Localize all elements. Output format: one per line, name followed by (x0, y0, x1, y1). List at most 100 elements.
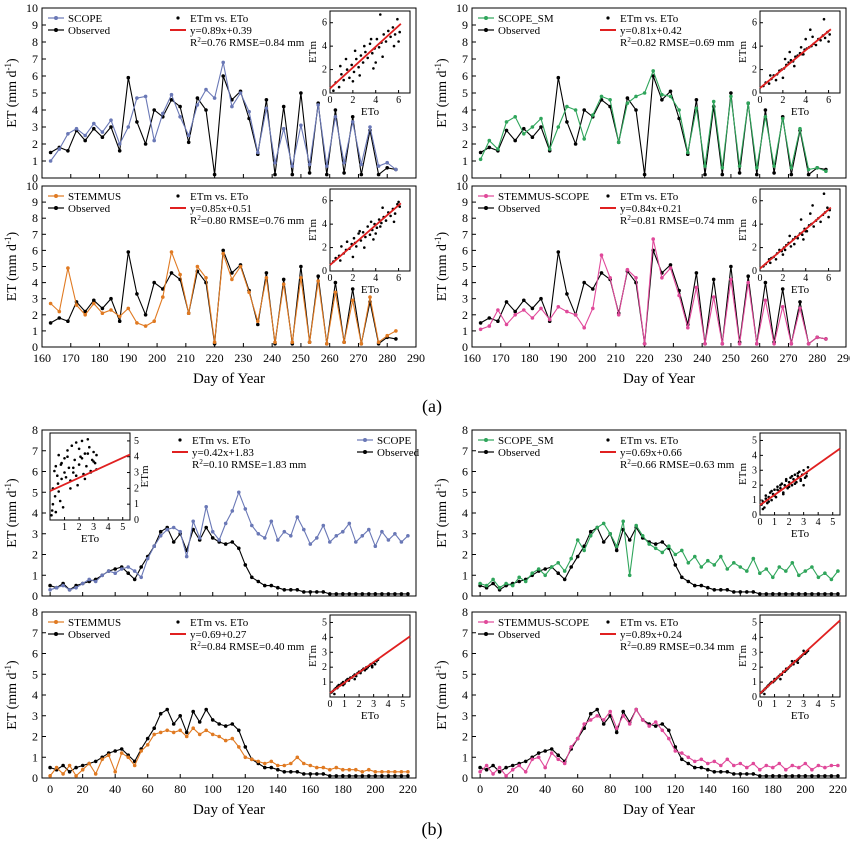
series-point (145, 556, 150, 561)
series-point (565, 292, 569, 296)
legend-marker (484, 632, 488, 636)
fit-statistics: R2=0.80 RMSE=0.76 mm (190, 214, 305, 227)
inset-y-tick-label: 2 (322, 65, 327, 76)
series-point (634, 523, 638, 528)
series-point (204, 108, 208, 112)
series-point (113, 749, 117, 753)
y-tick-label: 9 (32, 195, 38, 209)
inset-y-tick-label: 4 (752, 450, 757, 461)
series-point (599, 94, 604, 99)
legend-marker (484, 206, 488, 210)
series-point (282, 529, 287, 534)
series-point (772, 171, 776, 175)
series-point (212, 96, 217, 100)
series-point (562, 577, 567, 582)
inset-point (787, 480, 791, 484)
y-tick-label: 1 (462, 324, 468, 338)
series-point (152, 138, 156, 143)
x-tick-label: 250 (292, 351, 310, 365)
series-point (575, 554, 580, 559)
series-point (212, 340, 217, 345)
inset-point (393, 212, 397, 215)
series-point (780, 305, 785, 309)
inset-point (339, 259, 342, 262)
inset-point (375, 37, 379, 41)
series-point (204, 707, 208, 712)
series-point (48, 765, 52, 770)
series-point (135, 292, 139, 296)
fit-statistics: R2=0.81 RMSE=0.74 mm (620, 214, 735, 227)
series-point (522, 308, 526, 312)
series-point (250, 575, 254, 580)
inset-point (770, 498, 773, 502)
series-point (634, 94, 638, 99)
series-point (282, 763, 287, 768)
inset-y-tick-label: 2 (134, 483, 139, 494)
series-point (67, 763, 72, 768)
fit-legend-marker (176, 620, 180, 624)
y-axis-label: ET (mm d-1) (433, 231, 450, 301)
series-point (342, 160, 346, 165)
inset-point (66, 449, 69, 452)
inset-point (361, 231, 365, 234)
series-point (621, 709, 625, 714)
inset-point (782, 492, 785, 496)
inset-y-tick-label: 6 (752, 18, 757, 29)
series-point (745, 590, 749, 594)
inset-point (763, 692, 766, 696)
series-point (614, 544, 619, 548)
series-point (178, 728, 182, 733)
series-point (281, 282, 286, 287)
y-tick-label: 6 (462, 465, 468, 479)
series-point (755, 166, 759, 170)
x-tick-label: 200 (366, 782, 384, 796)
series-point (816, 575, 821, 580)
series-point (359, 162, 364, 167)
series-point (504, 128, 509, 133)
series-point (195, 96, 200, 100)
inset-point (764, 494, 768, 497)
series-point (302, 761, 306, 766)
series-point (256, 579, 261, 584)
series-point (720, 342, 725, 346)
series-point (350, 287, 355, 291)
series-point (152, 319, 156, 324)
series-point (487, 324, 492, 328)
inset-point (353, 677, 357, 681)
legend-label: STEMMUS-SCOPE (498, 617, 589, 629)
series-point (135, 321, 139, 325)
series-point (367, 774, 371, 778)
series-point (165, 707, 169, 712)
inset-y-tick-label: 1 (134, 499, 139, 510)
series-point (394, 329, 398, 333)
fit-statistics: R2=0.10 RMSE=1.83 mm (192, 458, 307, 471)
inset-point (363, 44, 366, 48)
series-point (143, 142, 148, 146)
series-point (333, 280, 338, 285)
series-point (126, 306, 131, 311)
series-point (367, 592, 371, 596)
series-point (706, 767, 710, 772)
inset-point (776, 485, 779, 489)
series-point (376, 172, 381, 177)
inset-point (58, 499, 62, 503)
series-point (165, 527, 169, 532)
inset-y-tick-label: 0 (752, 88, 757, 99)
y-axis-label: ET (mm d-1) (3, 231, 20, 301)
series-point (57, 147, 62, 151)
y-tick-label: 0 (32, 589, 38, 603)
series-point (117, 319, 122, 324)
series-point (719, 588, 723, 592)
series-point (608, 532, 612, 536)
inset-x-tick-label: 1 (62, 522, 67, 533)
inset-point (796, 472, 800, 475)
series-point (93, 759, 98, 764)
inset-y-label: ETm (307, 645, 319, 667)
series-point (281, 277, 286, 282)
inset-point (799, 218, 803, 221)
series-point (393, 774, 397, 778)
series-point (824, 169, 828, 173)
